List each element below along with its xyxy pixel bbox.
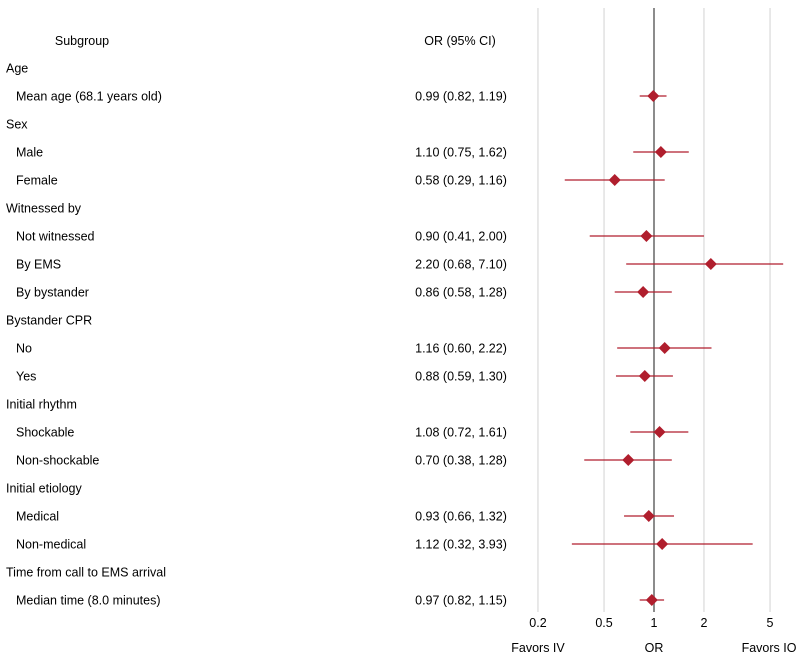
subgroup-label: By EMS xyxy=(16,258,61,272)
point-estimate-marker xyxy=(647,90,660,102)
point-estimate-marker xyxy=(645,594,658,606)
point-estimate-marker xyxy=(704,258,717,270)
subgroup-label: Male xyxy=(16,146,43,160)
x-tick-label: 5 xyxy=(767,616,774,630)
subgroup-label: Non-shockable xyxy=(16,454,99,468)
point-estimate-marker xyxy=(638,370,651,382)
point-estimate-marker xyxy=(642,510,655,522)
group-label: Sex xyxy=(6,118,28,132)
subgroup-label: Medical xyxy=(16,510,59,524)
subgroup-label: Shockable xyxy=(16,426,74,440)
point-estimate-marker xyxy=(656,538,669,550)
marks-layer xyxy=(564,90,784,606)
subgroup-label: Female xyxy=(16,174,58,188)
group-label: Time from call to EMS arrival xyxy=(6,566,166,580)
or-ci-text: 0.97 (0.82, 1.15) xyxy=(415,594,507,608)
group-label: Witnessed by xyxy=(6,202,82,216)
group-label: Bystander CPR xyxy=(6,314,92,328)
point-estimate-marker xyxy=(608,174,621,186)
x-axis: Favors IV OR Favors IO 0.2 0.5 1 2 5 xyxy=(511,616,796,655)
favors-right-label: Favors IO xyxy=(742,641,797,655)
favors-left-label: Favors IV xyxy=(511,641,565,655)
subgroup-label: Median time (8.0 minutes) xyxy=(16,594,161,608)
or-ci-text: 1.10 (0.75, 1.62) xyxy=(415,146,507,160)
x-tick-label: 0.2 xyxy=(529,616,546,630)
header-or-ci: OR (95% CI) xyxy=(424,34,496,48)
or-ci-text: 1.08 (0.72, 1.61) xyxy=(415,426,507,440)
or-ci-text: 0.58 (0.29, 1.16) xyxy=(415,174,507,188)
row-text-layer: Subgroup OR (95% CI) Age Mean age (68.1 y… xyxy=(6,34,507,608)
subgroup-label: By bystander xyxy=(16,286,89,300)
point-estimate-marker xyxy=(653,426,666,438)
or-ci-text: 2.20 (0.68, 7.10) xyxy=(415,258,507,272)
x-axis-label: OR xyxy=(645,641,664,655)
or-ci-text: 0.99 (0.82, 1.19) xyxy=(415,90,507,104)
or-ci-text: 0.70 (0.38, 1.28) xyxy=(415,454,507,468)
header-subgroup: Subgroup xyxy=(55,34,109,48)
or-ci-text: 0.88 (0.59, 1.30) xyxy=(415,370,507,384)
group-label: Initial rhythm xyxy=(6,398,77,412)
point-estimate-marker xyxy=(637,286,650,298)
or-ci-text: 1.16 (0.60, 2.22) xyxy=(415,342,507,356)
x-tick-label: 0.5 xyxy=(595,616,612,630)
or-ci-text: 1.12 (0.32, 3.93) xyxy=(415,538,507,552)
x-tick-label: 1 xyxy=(651,616,658,630)
x-tick-label: 2 xyxy=(700,616,707,630)
point-estimate-marker xyxy=(658,342,671,354)
point-estimate-marker xyxy=(654,146,667,158)
point-estimate-marker xyxy=(640,230,653,242)
group-label: Initial etiology xyxy=(6,482,82,496)
or-ci-text: 0.90 (0.41, 2.00) xyxy=(415,230,507,244)
subgroup-label: Not witnessed xyxy=(16,230,95,244)
or-ci-text: 0.86 (0.58, 1.28) xyxy=(415,286,507,300)
group-label: Age xyxy=(6,62,28,76)
subgroup-label: No xyxy=(16,342,32,356)
or-ci-text: 0.93 (0.66, 1.32) xyxy=(415,510,507,524)
grid-layer xyxy=(537,8,771,612)
subgroup-label: Mean age (68.1 years old) xyxy=(16,90,162,104)
point-estimate-marker xyxy=(622,454,635,466)
subgroup-label: Yes xyxy=(16,370,36,384)
subgroup-label: Non-medical xyxy=(16,538,86,552)
